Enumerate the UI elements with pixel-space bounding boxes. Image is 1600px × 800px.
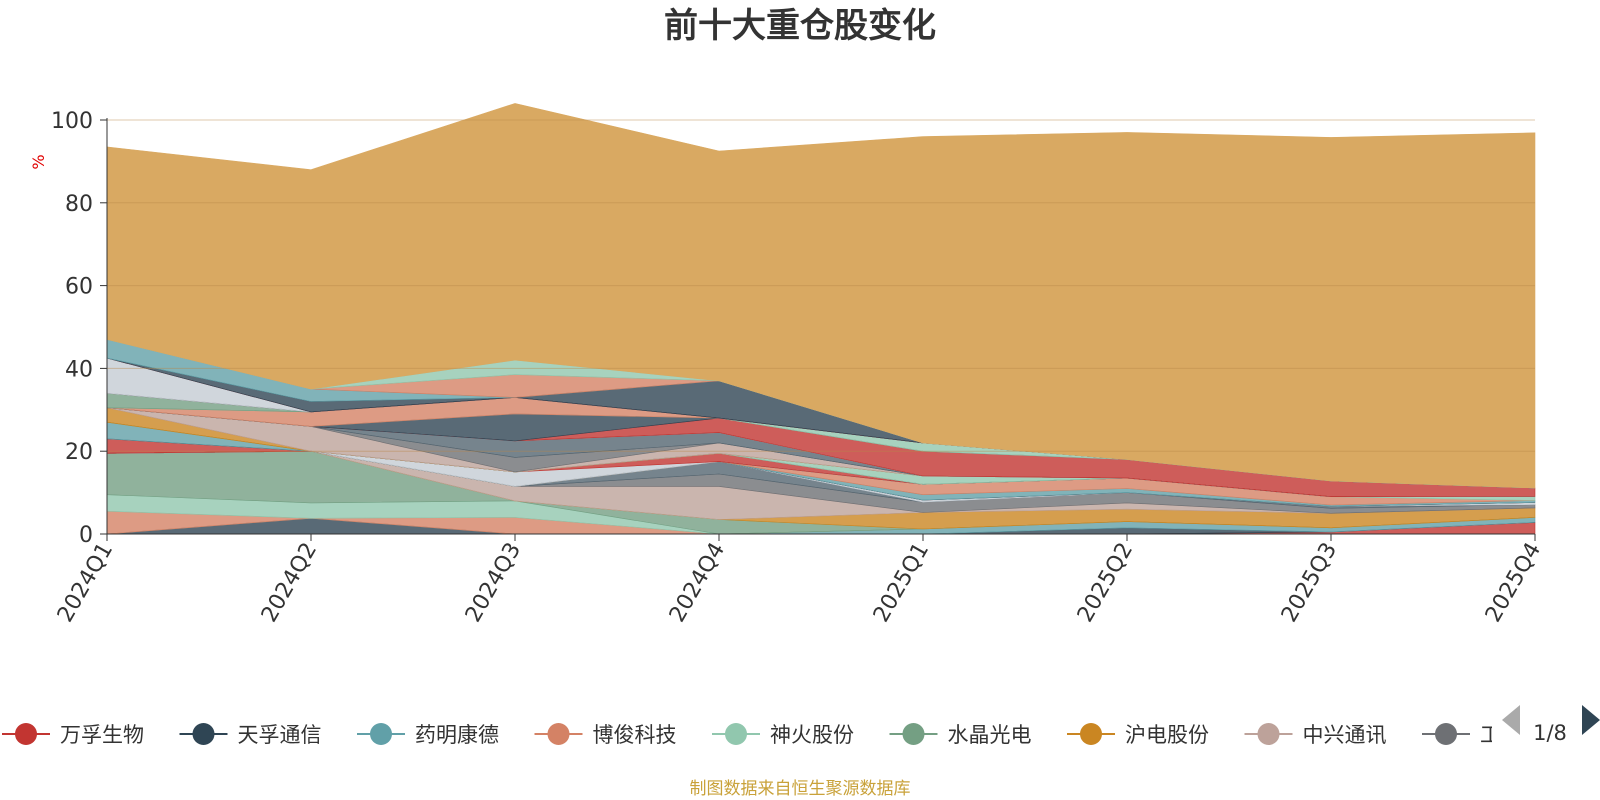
legend-label: 中兴通讯: [1303, 723, 1387, 747]
chart-title: 前十大重仓股变化: [664, 6, 936, 46]
legend-label: 天孚通信: [238, 723, 322, 747]
legend-next-icon[interactable]: [1582, 705, 1600, 735]
legend-marker: [902, 723, 925, 745]
legend-label: 水晶光电: [948, 723, 1032, 747]
legend-item[interactable]: 博俊科技: [534, 723, 677, 747]
x-tick-label: 2024Q4: [665, 539, 730, 627]
legend-label: 药明康德: [415, 723, 499, 747]
x-tick-label: 2024Q3: [461, 539, 526, 627]
legend-pager: 1/8: [1502, 705, 1600, 745]
legend-page-indicator: 1/8: [1533, 721, 1567, 745]
y-tick-label: 80: [65, 192, 93, 217]
legend-item[interactable]: 药明康德: [357, 723, 499, 747]
legend-marker: [1435, 723, 1457, 745]
legend-marker: [192, 723, 215, 745]
area-series-49: [106, 103, 1536, 489]
legend-marker: [370, 723, 392, 745]
y-tick-label: 60: [65, 275, 93, 300]
x-tick-label: 2024Q1: [53, 539, 118, 627]
series-areas: [106, 103, 1536, 535]
legend-item[interactable]: 天孚通信: [179, 723, 322, 747]
x-tick-label: 2025Q3: [1277, 539, 1342, 627]
grid-lines: [107, 119, 1535, 452]
legend-marker: [1080, 723, 1102, 745]
source-note: 制图数据来自恒生聚源数据库: [690, 779, 911, 799]
y-tick-label: 20: [65, 440, 93, 465]
x-tick-label: 2025Q1: [869, 539, 934, 627]
legend-item[interactable]: 神火股份: [712, 723, 854, 747]
legend-item[interactable]: 水晶光电: [889, 723, 1032, 747]
y-axis-unit: %: [29, 154, 48, 169]
legend-item[interactable]: 工业富联: [1422, 723, 1564, 747]
y-tick-label: 100: [51, 109, 93, 134]
legend-marker: [725, 723, 747, 745]
legend-marker: [1257, 723, 1280, 745]
legend-label: 万孚生物: [60, 723, 144, 747]
x-tick-label: 2025Q4: [1481, 539, 1546, 627]
legend-prev-icon[interactable]: [1502, 705, 1520, 735]
legend-item[interactable]: 中兴通讯: [1244, 723, 1387, 747]
legend: 万孚生物 天孚通信 药明康德 博俊科技 神火股份 水晶光电 沪电股份 中兴通讯 工业富联: [2, 723, 1564, 747]
legend-label: 博俊科技: [593, 723, 677, 747]
legend-item[interactable]: 沪电股份: [1067, 723, 1209, 747]
x-tick-label: 2024Q2: [257, 539, 322, 627]
y-tick-label: 0: [79, 523, 93, 548]
x-tick-label: 2025Q2: [1073, 539, 1138, 627]
legend-marker: [15, 723, 37, 745]
legend-label: 神火股份: [770, 723, 854, 747]
legend-label: 沪电股份: [1125, 723, 1209, 747]
legend-marker: [547, 723, 570, 745]
legend-label: 工业富联: [1480, 723, 1564, 747]
y-tick-label: 40: [65, 357, 93, 382]
legend-item[interactable]: 万孚生物: [2, 723, 144, 747]
